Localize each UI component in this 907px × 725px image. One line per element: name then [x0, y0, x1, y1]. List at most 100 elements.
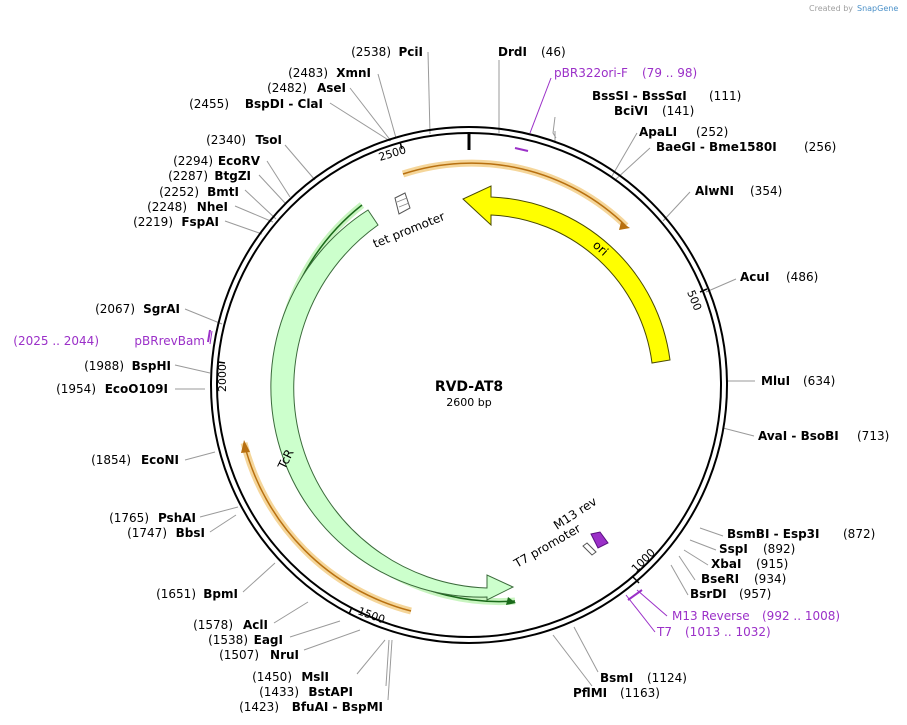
svg-text:(2252): (2252)	[159, 185, 199, 199]
svg-text:(256): (256)	[804, 140, 836, 154]
site-bmti[interactable]: BmtI	[207, 185, 239, 199]
credit-brand: SnapGene	[857, 4, 898, 13]
svg-text:(1578): (1578)	[193, 618, 233, 632]
svg-text:(1507): (1507)	[219, 648, 259, 662]
snapgene-credit: Created by SnapGene	[809, 4, 898, 13]
site-bstapi[interactable]: BstAPI	[308, 685, 353, 699]
site-btgzi[interactable]: BtgZI	[214, 169, 251, 183]
svg-text:(2287): (2287)	[168, 169, 208, 183]
svg-text:(2248): (2248)	[147, 200, 187, 214]
t7-promoter-label: T7 promoter	[511, 521, 583, 571]
site-bsmi[interactable]: BsmI	[600, 671, 633, 685]
svg-text:(634): (634)	[803, 374, 835, 388]
site-labels: DrdI (46) BssSI - BssSαI (111) BciVI (14…	[498, 45, 889, 700]
tick-label-1000: 1000	[629, 546, 658, 575]
site-apali[interactable]: ApaLI	[639, 125, 677, 139]
site-bspdi[interactable]: BspDI - ClaI	[245, 97, 323, 111]
svg-text:(1433): (1433)	[259, 685, 299, 699]
site-sspi[interactable]: SspI	[719, 542, 748, 556]
svg-text:(872): (872)	[843, 527, 875, 541]
svg-text:(2483): (2483)	[288, 66, 328, 80]
site-baegi[interactable]: BaeGI - Bme1580I	[656, 140, 777, 154]
svg-text:(46): (46)	[541, 45, 566, 59]
svg-text:(111): (111)	[709, 89, 741, 103]
site-msli[interactable]: MslI	[301, 670, 329, 684]
primer-t7[interactable]: T7	[656, 625, 672, 639]
leader-lines	[174, 51, 755, 701]
ori-arrow[interactable]	[462, 185, 671, 364]
site-xbai[interactable]: XbaI	[711, 557, 741, 571]
site-econi[interactable]: EcoNI	[141, 453, 179, 467]
svg-text:(1013 .. 1032): (1013 .. 1032)	[685, 625, 771, 639]
plasmid-backbone	[210, 126, 728, 644]
site-ecorv[interactable]: EcoRV	[218, 154, 261, 168]
svg-text:(2340): (2340)	[206, 133, 246, 147]
site-alwni[interactable]: AlwNI	[695, 184, 734, 198]
tcr-feature[interactable]: TcR	[240, 202, 516, 615]
site-bcivi[interactable]: BciVI	[614, 104, 648, 118]
site-acli[interactable]: AclI	[243, 618, 268, 632]
svg-text:(2025 .. 2044): (2025 .. 2044)	[13, 334, 99, 348]
tet-promoter-label: tet promoter	[371, 209, 447, 251]
site-pflmi[interactable]: PflMI	[573, 686, 607, 700]
site-asei[interactable]: AseI	[317, 81, 346, 95]
t7-promoter-feature[interactable]: T7 promoter	[511, 521, 597, 571]
svg-text:(1988): (1988)	[84, 359, 124, 373]
svg-text:(1423): (1423)	[239, 700, 279, 714]
svg-text:(957): (957)	[739, 587, 771, 601]
svg-text:(2482): (2482)	[267, 81, 307, 95]
site-eagi[interactable]: EagI	[254, 633, 283, 647]
site-pshai[interactable]: PshAI	[158, 511, 196, 525]
svg-text:(2219): (2219)	[133, 215, 173, 229]
site-bseri[interactable]: BseRI	[701, 572, 739, 586]
svg-text:(1538): (1538)	[208, 633, 248, 647]
svg-text:(79 .. 98): (79 .. 98)	[642, 66, 697, 80]
svg-text:(2067): (2067)	[95, 302, 135, 316]
ori-feature[interactable]: ori	[401, 159, 671, 364]
svg-text:(934): (934)	[754, 572, 786, 586]
site-nhei[interactable]: NheI	[197, 200, 228, 214]
primer-pbr322ori-f[interactable]: pBR322ori-F	[554, 66, 628, 80]
credit-prefix: Created by	[809, 4, 853, 13]
svg-text:(2455): (2455)	[189, 97, 229, 111]
svg-text:(1747): (1747)	[127, 526, 167, 540]
plasmid-name: RVD-AT8	[435, 379, 503, 395]
svg-text:(915): (915)	[756, 557, 788, 571]
svg-text:(141): (141)	[662, 104, 694, 118]
site-ecoo109i[interactable]: EcoO109I	[105, 382, 168, 396]
site-bpmi[interactable]: BpmI	[203, 587, 238, 601]
site-drdi[interactable]: DrdI	[498, 45, 527, 59]
site-bsmbi[interactable]: BsmBI - Esp3I	[727, 527, 820, 541]
svg-text:(892): (892)	[763, 542, 795, 556]
svg-text:(2538): (2538)	[351, 45, 391, 59]
primer-marks	[207, 147, 643, 601]
primer-pbrrevbam[interactable]: pBRrevBam	[134, 334, 205, 348]
site-pcii[interactable]: PciI	[399, 45, 424, 59]
plasmid-length: 2600 bp	[446, 396, 491, 409]
site-tsoi[interactable]: TsoI	[256, 133, 282, 147]
tcr-arrow[interactable]	[270, 209, 515, 601]
site-bsphi[interactable]: BspHI	[132, 359, 171, 373]
site-avai[interactable]: AvaI - BsoBI	[758, 429, 839, 443]
site-bbsi[interactable]: BbsI	[176, 526, 205, 540]
svg-text:(1124): (1124)	[647, 671, 687, 685]
svg-text:(713): (713)	[857, 429, 889, 443]
primer-leaders	[209, 77, 668, 633]
site-bsssi[interactable]: BssSI - BssSαI	[592, 89, 687, 103]
site-bsrdi[interactable]: BsrDI	[690, 587, 727, 601]
site-mlui[interactable]: MluI	[761, 374, 790, 388]
site-labels-left: BfuAI - BspMI (1423) BstAPI (1433) MslI …	[56, 45, 423, 714]
primer-m13-reverse[interactable]: M13 Reverse	[672, 609, 750, 623]
site-xmni[interactable]: XmnI	[336, 66, 371, 80]
tet-promoter-feature[interactable]: tet promoter	[371, 192, 447, 251]
site-nrui[interactable]: NruI	[270, 648, 299, 662]
site-acui[interactable]: AcuI	[740, 270, 769, 284]
svg-text:(354): (354)	[750, 184, 782, 198]
svg-text:(992 .. 1008): (992 .. 1008)	[762, 609, 840, 623]
site-fspai[interactable]: FspAI	[181, 215, 219, 229]
primer-labels: pBR322ori-F (79 .. 98) M13 Reverse (992 …	[13, 66, 840, 639]
site-sgrai[interactable]: SgrAI	[143, 302, 180, 316]
svg-text:(1651): (1651)	[156, 587, 196, 601]
site-bfuai[interactable]: BfuAI - BspMI	[292, 700, 383, 714]
